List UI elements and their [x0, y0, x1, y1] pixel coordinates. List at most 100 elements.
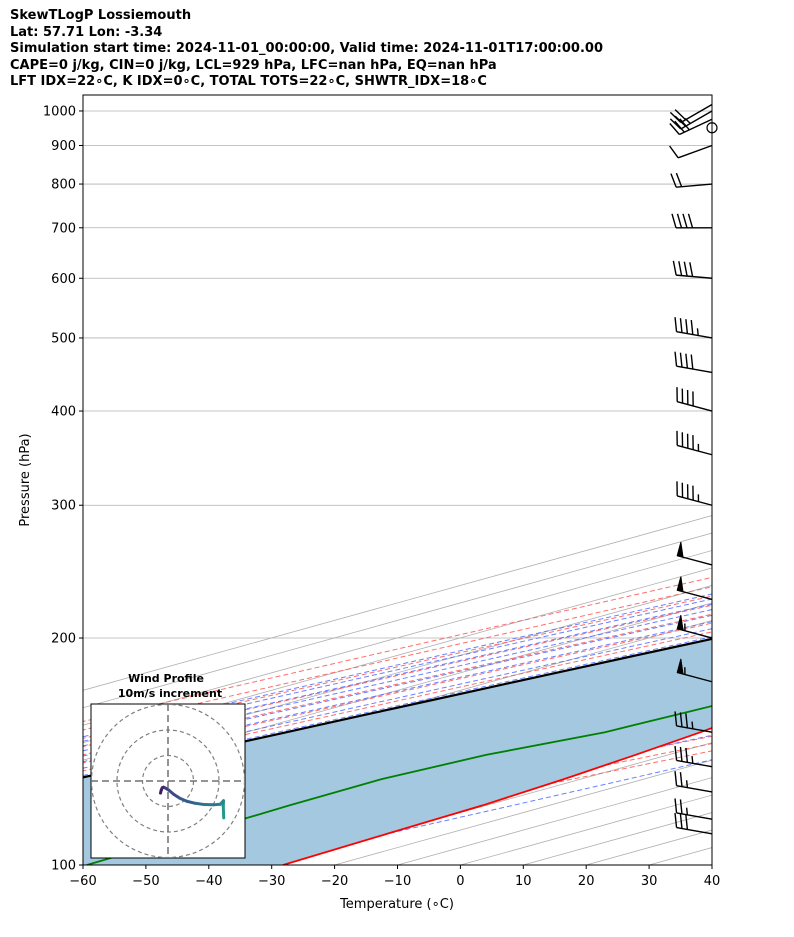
isotherm-gridline — [648, 847, 712, 865]
y-tick-label: 400 — [51, 405, 76, 420]
wind-barb — [669, 103, 713, 124]
wind-barb — [670, 172, 713, 188]
barb-shaft — [676, 812, 713, 820]
barb-full — [671, 213, 677, 228]
hodograph-body — [91, 704, 245, 858]
wind-barb — [671, 213, 712, 229]
barb-shaft — [676, 365, 713, 374]
y-axis-label: Pressure (hPa) — [18, 433, 33, 526]
wind-barb — [676, 387, 713, 412]
barb-full — [669, 118, 682, 130]
barb-shaft — [676, 725, 713, 733]
barb-shaft — [676, 274, 713, 279]
wind-barbs — [669, 103, 718, 835]
barb-shaft — [676, 784, 713, 793]
hodograph-inset: Wind Profile 10m/s increment — [90, 672, 246, 859]
barb-full — [674, 109, 687, 121]
wind-barb — [674, 711, 713, 733]
y-tick-label: 900 — [51, 139, 76, 154]
barb-shaft — [679, 118, 713, 136]
barb-full — [679, 318, 683, 333]
barb-full — [674, 120, 685, 133]
wind-barb — [674, 351, 713, 374]
chart-title: SkewTLogP Lossiemouth — [10, 8, 192, 23]
dewpoint-line — [86, 705, 712, 865]
barb-full — [679, 772, 683, 787]
barb-flag — [676, 576, 684, 593]
wind-barb — [674, 812, 713, 835]
barb-full — [670, 173, 677, 188]
barb-full — [679, 118, 690, 131]
wind-barb — [672, 260, 713, 279]
y-tick-label: 300 — [51, 499, 76, 514]
barb-full — [685, 353, 689, 369]
barb-full — [672, 260, 677, 276]
location-line: Lat: 57.71 Lon: -3.34 — [10, 24, 163, 40]
wind-barb — [676, 481, 713, 506]
wind-barb — [676, 576, 713, 601]
barb-full — [679, 746, 683, 762]
hodograph-subtitle: 10m/s increment — [118, 687, 222, 700]
barb-half — [685, 807, 689, 815]
barb-shaft — [676, 183, 713, 188]
barb-full — [674, 351, 678, 367]
x-tick-label: 10 — [515, 874, 532, 889]
barb-full — [674, 317, 678, 332]
wind-barb — [669, 110, 713, 130]
barb-full — [679, 799, 683, 815]
isotherm-gridline — [711, 864, 712, 865]
wind-barb — [669, 144, 713, 159]
x-tick-label: 0 — [456, 874, 464, 889]
barb-full — [690, 354, 694, 370]
barb-full — [679, 712, 683, 727]
y-tick-label: 100 — [51, 859, 76, 874]
barb-shaft — [677, 401, 713, 412]
barb-full — [674, 812, 678, 828]
hodograph-title: Wind Profile — [128, 672, 204, 685]
barb-shaft — [676, 826, 713, 835]
x-tick-label: 40 — [704, 874, 721, 889]
time-line: Simulation start time: 2024-11-01_00:00:… — [10, 41, 603, 56]
wind-barb — [669, 118, 713, 136]
barb-shaft — [676, 759, 713, 768]
barb-full — [675, 172, 683, 187]
wind-barb — [676, 430, 713, 456]
y-tick-label: 1000 — [43, 104, 76, 119]
barb-shaft — [677, 444, 713, 456]
barb-flag — [676, 615, 684, 631]
wind-barb — [674, 317, 713, 339]
barb-full — [685, 713, 689, 728]
barb-full — [674, 745, 678, 761]
x-tick-label: −30 — [258, 874, 285, 889]
barb-full — [685, 747, 689, 763]
barb-half — [691, 756, 694, 764]
barb-full — [687, 213, 694, 228]
axis-ticks: −60 −50 −40 −30 −20 −10 0 10 20 30 40 1000 900 800 700… — [43, 104, 720, 889]
barb-full — [683, 261, 688, 277]
x-tick-label: −60 — [69, 874, 96, 889]
barb-full — [685, 814, 689, 830]
x-axis-label: Temperature (∘C) — [339, 897, 454, 912]
wind-barb — [676, 658, 713, 683]
barb-shaft — [676, 331, 713, 339]
y-tick-label: 200 — [51, 632, 76, 647]
barb-full — [679, 813, 683, 829]
barb-full — [674, 771, 678, 786]
barb-full — [682, 213, 688, 228]
barb-half — [685, 780, 689, 788]
wind-barb — [674, 745, 713, 768]
barb-full — [669, 145, 679, 159]
wind-barb — [676, 541, 713, 566]
x-tick-label: −10 — [384, 874, 411, 889]
chart-header: SkewTLogP Lossiemouth Lat: 57.71 Lon: -3… — [10, 8, 603, 91]
x-tick-label: −40 — [195, 874, 222, 889]
y-tick-label: 700 — [51, 221, 76, 236]
barb-half — [691, 721, 694, 729]
barb-full — [674, 711, 678, 727]
x-tick-label: 30 — [641, 874, 658, 889]
barb-full — [685, 319, 689, 334]
x-tick-label: −20 — [321, 874, 348, 889]
barb-flag — [676, 658, 684, 675]
wind-barb — [676, 615, 713, 639]
